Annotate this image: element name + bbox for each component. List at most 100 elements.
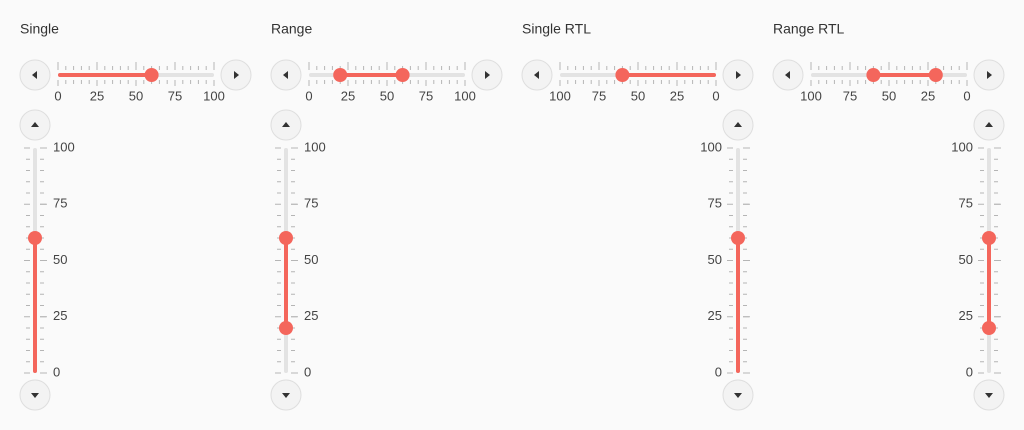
tick-label: 50: [631, 88, 645, 103]
tick-label: 50: [129, 88, 143, 103]
tick-label: 75: [419, 88, 433, 103]
tick-label: 0: [963, 88, 970, 103]
arrow-icon: [985, 393, 993, 398]
tick-label: 0: [715, 364, 722, 379]
thumb[interactable]: [395, 68, 410, 82]
tick-label: 0: [53, 364, 60, 379]
increase-button[interactable]: [722, 59, 754, 91]
decrease-button[interactable]: [772, 59, 804, 91]
decrease-button[interactable]: [19, 379, 51, 411]
thumb[interactable]: [615, 68, 630, 82]
increase-button[interactable]: [19, 109, 51, 141]
tick-label: 25: [90, 88, 104, 103]
tick-label: 100: [454, 88, 476, 103]
thumb[interactable]: [866, 68, 881, 82]
arrow-icon: [534, 71, 539, 79]
track-fill: [873, 73, 936, 77]
arrow-icon: [31, 122, 39, 127]
tick-label: 50: [708, 252, 722, 267]
tick-label: 0: [305, 88, 312, 103]
horizontal-slider: 0 25 50 75 100: [549, 62, 720, 103]
tick-label: 50: [304, 252, 318, 267]
track-fill: [987, 238, 991, 328]
tick-label: 75: [592, 88, 606, 103]
arrow-icon: [31, 393, 39, 398]
tick-label: 50: [53, 252, 67, 267]
tick-label: 100: [951, 139, 973, 154]
decrease-button[interactable]: [722, 379, 754, 411]
tick-label: 25: [708, 308, 722, 323]
decrease-button[interactable]: [270, 59, 302, 91]
tick-label: 25: [921, 88, 935, 103]
arrow-icon: [234, 71, 239, 79]
thumb[interactable]: [982, 321, 996, 335]
track-fill: [58, 73, 152, 77]
tick-label: 25: [341, 88, 355, 103]
tick-label: 50: [959, 252, 973, 267]
track-fill: [622, 73, 716, 77]
decrease-button[interactable]: [973, 379, 1005, 411]
tick-label: 100: [800, 88, 822, 103]
arrow-icon: [282, 393, 290, 398]
decrease-button[interactable]: [270, 379, 302, 411]
vertical-slider: 0 25 50 75 100: [24, 139, 75, 379]
panel-title: Single: [20, 21, 59, 37]
decrease-button[interactable]: [521, 59, 553, 91]
tick-label: 25: [670, 88, 684, 103]
tick-label: 75: [304, 196, 318, 211]
thumb[interactable]: [982, 231, 996, 245]
tick-label: 0: [304, 364, 311, 379]
panel-title: Range RTL: [773, 21, 845, 37]
thumb[interactable]: [279, 321, 293, 335]
increase-button[interactable]: [973, 59, 1005, 91]
vertical-slider: 0 25 50 75 100: [275, 139, 326, 379]
arrow-icon: [32, 71, 37, 79]
vertical-slider: 0 25 50 75 100: [951, 139, 1001, 379]
tick-label: 0: [966, 364, 973, 379]
thumb[interactable]: [731, 231, 745, 245]
tick-label: 25: [53, 308, 67, 323]
tick-label: 25: [959, 308, 973, 323]
vertical-slider: 0 25 50 75 100: [700, 139, 750, 379]
tick-label: 0: [712, 88, 719, 103]
horizontal-slider: 0 25 50 75 100: [54, 62, 225, 103]
tick-label: 100: [203, 88, 225, 103]
increase-button[interactable]: [973, 109, 1005, 141]
arrow-icon: [485, 71, 490, 79]
tick-label: 100: [700, 139, 722, 154]
track-fill: [284, 238, 288, 328]
tick-label: 25: [304, 308, 318, 323]
tick-label: 75: [168, 88, 182, 103]
tick-label: 75: [959, 196, 973, 211]
thumb[interactable]: [333, 68, 348, 82]
decrease-button[interactable]: [19, 59, 51, 91]
arrow-icon: [785, 71, 790, 79]
thumb[interactable]: [144, 68, 159, 82]
increase-button[interactable]: [471, 59, 503, 91]
arrow-icon: [987, 71, 992, 79]
thumb[interactable]: [928, 68, 943, 82]
arrow-icon: [734, 393, 742, 398]
increase-button[interactable]: [270, 109, 302, 141]
tick-label: 75: [708, 196, 722, 211]
increase-button[interactable]: [220, 59, 252, 91]
increase-button[interactable]: [722, 109, 754, 141]
tick-label: 100: [549, 88, 571, 103]
track-fill: [33, 238, 37, 373]
arrow-icon: [734, 122, 742, 127]
tick-label: 75: [53, 196, 67, 211]
panel-title: Range: [271, 21, 312, 37]
thumb[interactable]: [279, 231, 293, 245]
track-fill: [736, 238, 740, 373]
arrow-icon: [282, 122, 290, 127]
thumb[interactable]: [28, 231, 42, 245]
track-fill: [340, 73, 403, 77]
tick-label: 0: [54, 88, 61, 103]
tick-label: 75: [843, 88, 857, 103]
tick-label: 100: [304, 139, 326, 154]
arrow-icon: [736, 71, 741, 79]
tick-label: 50: [380, 88, 394, 103]
arrow-icon: [283, 71, 288, 79]
horizontal-slider: 0 25 50 75 100: [800, 62, 971, 103]
